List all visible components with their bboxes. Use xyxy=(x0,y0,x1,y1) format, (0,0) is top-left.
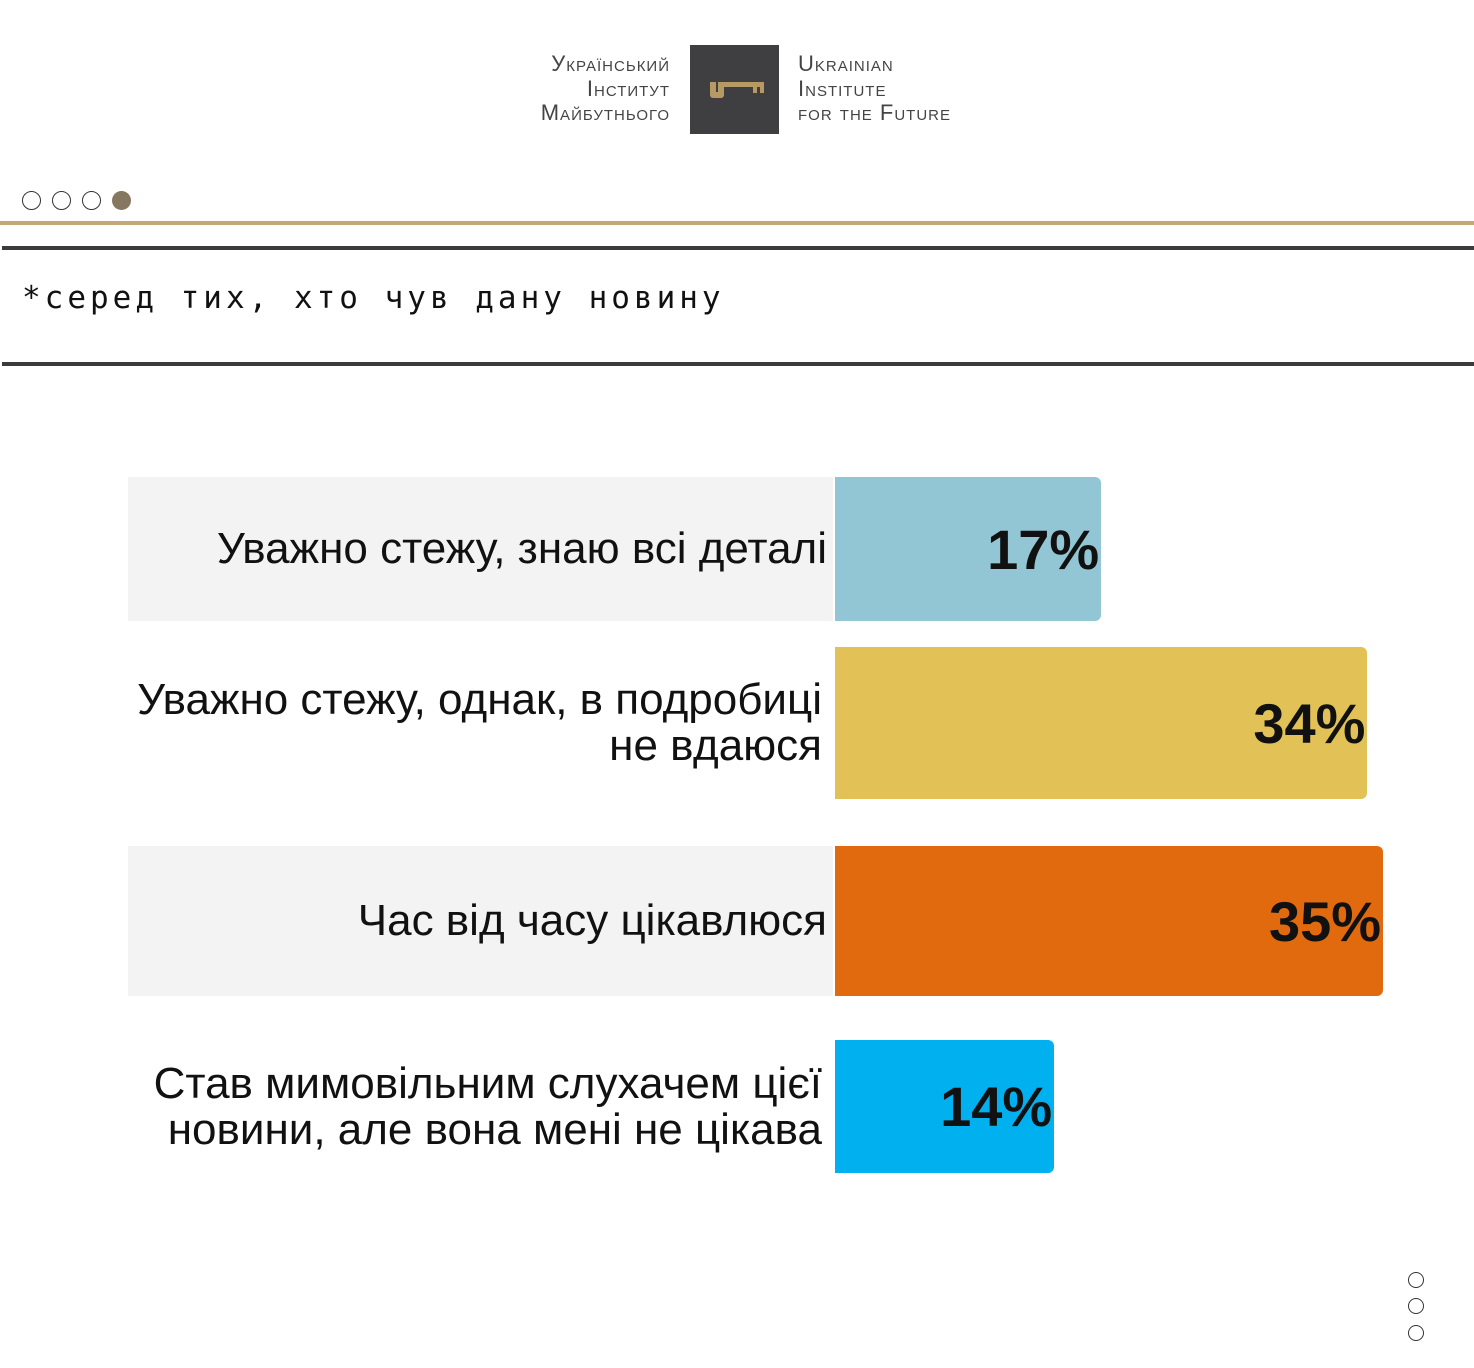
value-label: 35% xyxy=(1269,889,1382,953)
page-dot[interactable] xyxy=(22,191,41,210)
category-label: Час від часу цікавлюся xyxy=(128,846,833,996)
value-label: 17% xyxy=(987,517,1100,581)
page-dot-active[interactable] xyxy=(112,191,131,210)
nav-dot[interactable] xyxy=(1408,1272,1424,1288)
divider xyxy=(2,362,1474,366)
footnote: *серед тих, хто чув дану новину xyxy=(22,280,725,316)
logo-text-ua: Український Інститут Майбутнього xyxy=(540,51,670,125)
page-dot[interactable] xyxy=(82,191,101,210)
bar-row: Уважно стежу, однак, в подробиці не вдаю… xyxy=(0,647,1474,799)
bar-row: Став мимовільним слухачем цієї новини, а… xyxy=(0,1040,1474,1173)
bar: 17% xyxy=(835,477,1102,621)
value-label: 14% xyxy=(940,1075,1053,1138)
value-label: 34% xyxy=(1253,691,1366,755)
logo: Український Інститут Майбутнього Ukrainian… xyxy=(500,45,980,135)
bar: 14% xyxy=(835,1040,1055,1173)
divider xyxy=(2,246,1474,250)
bar-row: Уважно стежу, знаю всі деталі 17% xyxy=(0,477,1474,621)
divider xyxy=(0,221,1474,225)
category-label: Уважно стежу, однак, в подробиці не вдаю… xyxy=(137,675,822,770)
bar-row: Час від часу цікавлюся 35% xyxy=(0,846,1474,996)
key-icon xyxy=(690,45,779,134)
bar: 35% xyxy=(835,846,1384,996)
category-label: Став мимовільним слухачем цієї новини, а… xyxy=(153,1058,822,1154)
page-dot[interactable] xyxy=(52,191,71,210)
nav-dot[interactable] xyxy=(1408,1298,1424,1314)
category-label: Уважно стежу, знаю всі деталі xyxy=(128,477,833,621)
slide-pagination xyxy=(22,191,131,210)
bar: 34% xyxy=(835,647,1368,799)
logo-text-en: Ukrainian Institute for the Future xyxy=(798,51,951,125)
nav-dot[interactable] xyxy=(1408,1325,1424,1341)
